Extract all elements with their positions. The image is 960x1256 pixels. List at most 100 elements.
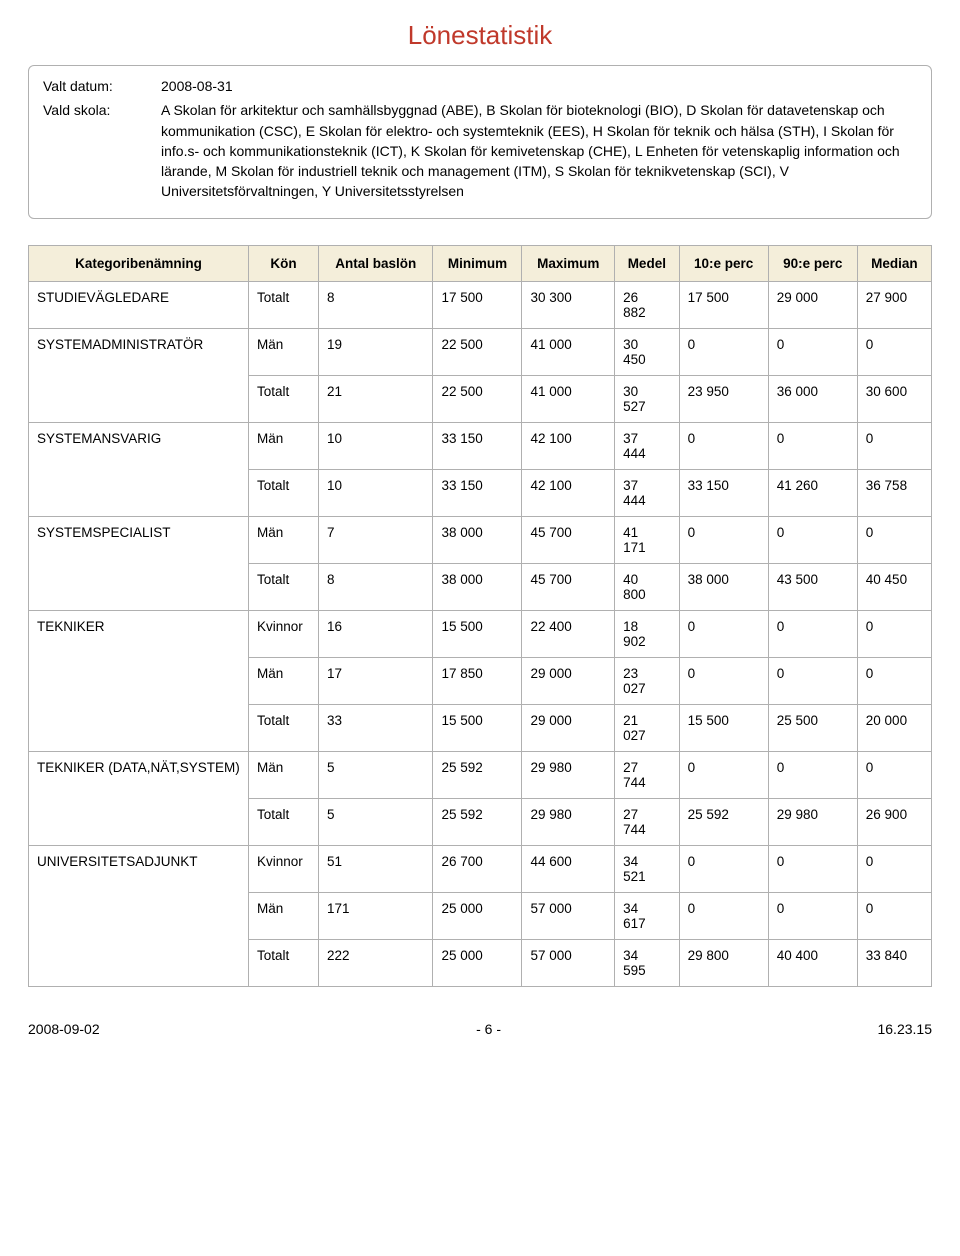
data-cell: 57 000: [522, 892, 615, 939]
data-cell: 0: [679, 422, 768, 469]
col-medel: Medel: [615, 245, 680, 281]
info-value-date: 2008-08-31: [161, 76, 917, 96]
table-head: Kategoribenämning Kön Antal baslön Minim…: [29, 245, 932, 281]
data-cell: 26 900: [857, 798, 931, 845]
data-cell: 18902: [615, 610, 680, 657]
data-cell: 26882: [615, 281, 680, 328]
header-row: Kategoribenämning Kön Antal baslön Minim…: [29, 245, 932, 281]
category-cell: STUDIEVÄGLEDARE: [29, 281, 249, 328]
data-cell: 15 500: [679, 704, 768, 751]
data-cell: 30 300: [522, 281, 615, 328]
data-cell: 171: [319, 892, 433, 939]
data-cell: 41 000: [522, 328, 615, 375]
data-cell: 33: [319, 704, 433, 751]
data-cell: 29 980: [522, 798, 615, 845]
info-row-school: Vald skola: A Skolan för arkitektur och …: [43, 100, 917, 201]
data-cell: 0: [857, 610, 931, 657]
data-cell: 42 100: [522, 422, 615, 469]
data-cell: 25 000: [433, 892, 522, 939]
data-cell: 33 150: [679, 469, 768, 516]
col-p90: 90:e perc: [768, 245, 857, 281]
data-cell: 30527: [615, 375, 680, 422]
data-cell: Totalt: [249, 375, 319, 422]
data-cell: 37444: [615, 469, 680, 516]
data-cell: 17 850: [433, 657, 522, 704]
data-cell: 19: [319, 328, 433, 375]
footer-right: 16.23.15: [877, 1021, 932, 1037]
info-value-school: A Skolan för arkitektur och samhällsbygg…: [161, 100, 917, 201]
info-row-date: Valt datum: 2008-08-31: [43, 76, 917, 96]
data-cell: 22 500: [433, 375, 522, 422]
data-cell: 10: [319, 422, 433, 469]
data-cell: 25 592: [433, 751, 522, 798]
category-cell: TEKNIKER (DATA,NÄT,SYSTEM): [29, 751, 249, 845]
data-cell: 41 000: [522, 375, 615, 422]
data-cell: 17 500: [433, 281, 522, 328]
data-cell: 25 592: [433, 798, 522, 845]
data-cell: 30 600: [857, 375, 931, 422]
data-cell: 15 500: [433, 704, 522, 751]
data-cell: 0: [768, 516, 857, 563]
col-max: Maximum: [522, 245, 615, 281]
data-cell: 16: [319, 610, 433, 657]
data-cell: 17 500: [679, 281, 768, 328]
data-cell: 33 150: [433, 422, 522, 469]
data-cell: Kvinnor: [249, 845, 319, 892]
data-cell: 41 260: [768, 469, 857, 516]
category-cell: SYSTEMSPECIALIST: [29, 516, 249, 610]
col-p10: 10:e perc: [679, 245, 768, 281]
info-label-date: Valt datum:: [43, 76, 161, 96]
data-cell: 34595: [615, 939, 680, 986]
data-cell: Totalt: [249, 563, 319, 610]
data-cell: 38 000: [433, 516, 522, 563]
data-cell: 0: [768, 328, 857, 375]
data-table: Kategoribenämning Kön Antal baslön Minim…: [28, 245, 932, 987]
data-cell: 37444: [615, 422, 680, 469]
data-cell: 27 900: [857, 281, 931, 328]
info-label-school: Vald skola:: [43, 100, 161, 120]
data-cell: 23 950: [679, 375, 768, 422]
data-cell: 0: [679, 845, 768, 892]
data-cell: 21: [319, 375, 433, 422]
data-cell: 36 758: [857, 469, 931, 516]
data-cell: 26 700: [433, 845, 522, 892]
footer-center: - 6 -: [476, 1021, 501, 1037]
data-cell: 0: [768, 892, 857, 939]
data-cell: 45 700: [522, 516, 615, 563]
table-body: STUDIEVÄGLEDARETotalt817 50030 300268821…: [29, 281, 932, 986]
data-cell: 30450: [615, 328, 680, 375]
table-row: STUDIEVÄGLEDARETotalt817 50030 300268821…: [29, 281, 932, 328]
table-row: TEKNIKER (DATA,NÄT,SYSTEM)Män525 59229 9…: [29, 751, 932, 798]
data-cell: Totalt: [249, 281, 319, 328]
data-cell: 0: [857, 657, 931, 704]
data-cell: 42 100: [522, 469, 615, 516]
col-kategori: Kategoribenämning: [29, 245, 249, 281]
footer: 2008-09-02 - 6 - 16.23.15: [0, 999, 960, 1047]
data-cell: 44 600: [522, 845, 615, 892]
page-title: Lönestatistik: [28, 20, 932, 51]
footer-left: 2008-09-02: [28, 1021, 100, 1037]
data-cell: 29 000: [522, 657, 615, 704]
data-cell: 0: [768, 751, 857, 798]
table-row: SYSTEMSPECIALISTMän738 00045 70041171000: [29, 516, 932, 563]
data-cell: 15 500: [433, 610, 522, 657]
data-cell: Män: [249, 516, 319, 563]
col-kon: Kön: [249, 245, 319, 281]
category-cell: TEKNIKER: [29, 610, 249, 751]
category-cell: SYSTEMANSVARIG: [29, 422, 249, 516]
data-cell: 23027: [615, 657, 680, 704]
data-cell: 40 450: [857, 563, 931, 610]
col-antal: Antal baslön: [319, 245, 433, 281]
data-cell: 27744: [615, 751, 680, 798]
data-cell: 25 500: [768, 704, 857, 751]
data-cell: 36 000: [768, 375, 857, 422]
data-cell: 29 980: [522, 751, 615, 798]
data-cell: 38 000: [679, 563, 768, 610]
data-cell: 0: [857, 845, 931, 892]
data-cell: 33 840: [857, 939, 931, 986]
data-cell: 45 700: [522, 563, 615, 610]
data-cell: 41171: [615, 516, 680, 563]
data-cell: 43 500: [768, 563, 857, 610]
data-cell: 7: [319, 516, 433, 563]
data-cell: 34617: [615, 892, 680, 939]
